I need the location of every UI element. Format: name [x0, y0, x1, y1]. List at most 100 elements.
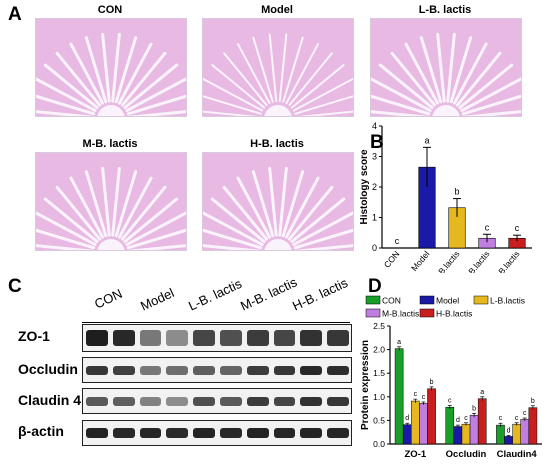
blot-band	[166, 428, 189, 438]
crypt-lumen	[123, 197, 179, 244]
crypt-lumen	[203, 95, 262, 115]
crypt-lumen	[290, 197, 346, 244]
blot-band	[273, 428, 296, 438]
crypt-lumen	[278, 166, 288, 237]
crypt-lumen	[36, 77, 97, 113]
crypt-lumen	[43, 197, 99, 244]
blot-band	[193, 330, 215, 346]
crypt-lumen	[287, 185, 334, 241]
crypt-lumen	[111, 166, 121, 237]
blot-band	[246, 365, 269, 375]
lane-label-h-blactis: H-B. lactis	[290, 274, 351, 314]
y-tick-label: 3	[372, 152, 377, 162]
blot-band	[193, 428, 215, 438]
blot-band	[139, 428, 162, 438]
bar	[477, 398, 487, 445]
crypt-lumen	[236, 43, 271, 105]
crypt-lumen	[211, 64, 266, 109]
histology-image-model	[202, 18, 354, 117]
x-tick-label: Claudin4	[497, 449, 538, 460]
histology-image-m-blactis	[35, 152, 187, 251]
legend-label: L-B.lactis	[490, 296, 525, 306]
crypt-lumen	[203, 77, 264, 112]
significance-letter: c	[395, 236, 400, 246]
crypt-lumen	[223, 52, 268, 107]
crypt-lumen	[371, 110, 429, 116]
crypt-lumen	[461, 94, 521, 116]
crypt-lumen	[298, 110, 353, 116]
blot-claudin4	[82, 388, 352, 414]
crypt-lumen	[128, 244, 186, 250]
blot-band	[112, 396, 135, 406]
x-tick-label: M-B.lactis	[460, 249, 492, 273]
crypt-lumen	[101, 166, 111, 237]
y-tick-label: 0.5	[373, 415, 385, 425]
crypt-lumen	[236, 176, 272, 239]
panel-label-a: A	[8, 4, 22, 25]
crypt-lumen	[120, 185, 167, 241]
crypt-lumen	[117, 176, 153, 239]
y-tick-label: 1	[372, 213, 377, 223]
significance-letter: b	[531, 398, 535, 405]
bar	[496, 424, 505, 445]
legend-swatch	[419, 295, 435, 305]
y-tick-label: 2	[372, 182, 377, 192]
significance-letter: c	[414, 391, 418, 398]
significance-letter: d	[405, 415, 409, 422]
crypt-lumen	[55, 51, 102, 107]
bar	[528, 407, 538, 445]
crypt-lumen	[101, 32, 111, 103]
legend-swatch	[365, 308, 381, 318]
histo-title-model: Model	[261, 4, 293, 16]
significance-letter: d	[507, 428, 511, 435]
blot-band	[166, 330, 189, 346]
crypt-lumen	[281, 170, 305, 238]
crypt-lumen	[288, 52, 333, 107]
blot-band	[166, 396, 189, 406]
panel-label-c: C	[8, 276, 22, 297]
legend-swatch	[419, 308, 435, 318]
x-tick-label: H-B.lactis	[490, 249, 521, 273]
crypt-lumen	[268, 33, 278, 103]
x-tick-label: L-B.lactis	[431, 249, 461, 273]
crypt-lumen	[36, 110, 94, 116]
crypt-lumen	[36, 228, 96, 250]
bar	[419, 403, 428, 445]
histology-image-con	[35, 18, 187, 117]
blot-band	[86, 396, 108, 406]
y-tick-label: 1.0	[373, 392, 385, 402]
y-tick-label: 2.5	[373, 321, 385, 331]
crypt-lumen	[69, 42, 105, 105]
blot-band	[273, 330, 296, 346]
blot-band	[112, 330, 135, 346]
blot-band	[86, 365, 108, 375]
crypt-lumen	[251, 170, 275, 238]
blot-band	[246, 396, 269, 406]
legend-swatch	[473, 295, 489, 305]
crypt-lumen	[371, 77, 432, 113]
histo-title-m-blactis: M-B. lactis	[82, 138, 138, 150]
bar	[402, 424, 412, 445]
crypt-lumen	[117, 42, 153, 105]
bar	[469, 414, 479, 445]
x-tick-label: CON	[382, 249, 402, 270]
significance-letter: d	[456, 417, 460, 424]
blot-band	[273, 396, 296, 406]
crypt-lumen	[36, 94, 96, 116]
legend-label: H-B.lactis	[436, 309, 472, 319]
crypt-lumen	[293, 228, 353, 250]
crypt-lumen	[284, 176, 320, 239]
crypt-lumen	[114, 36, 138, 104]
blot-band	[273, 365, 296, 375]
crypt-lumen	[292, 77, 353, 112]
crypt-lumen	[125, 211, 186, 247]
crypt-lumen	[114, 170, 138, 238]
blot-band	[327, 396, 349, 406]
significance-letter: b	[430, 379, 434, 386]
blot-zo1	[82, 324, 352, 352]
crypt-lumen	[278, 33, 288, 103]
crypt-lumen	[36, 211, 97, 247]
panel-label-d: D	[368, 276, 382, 297]
bar	[461, 423, 471, 445]
blot-band	[166, 365, 189, 375]
